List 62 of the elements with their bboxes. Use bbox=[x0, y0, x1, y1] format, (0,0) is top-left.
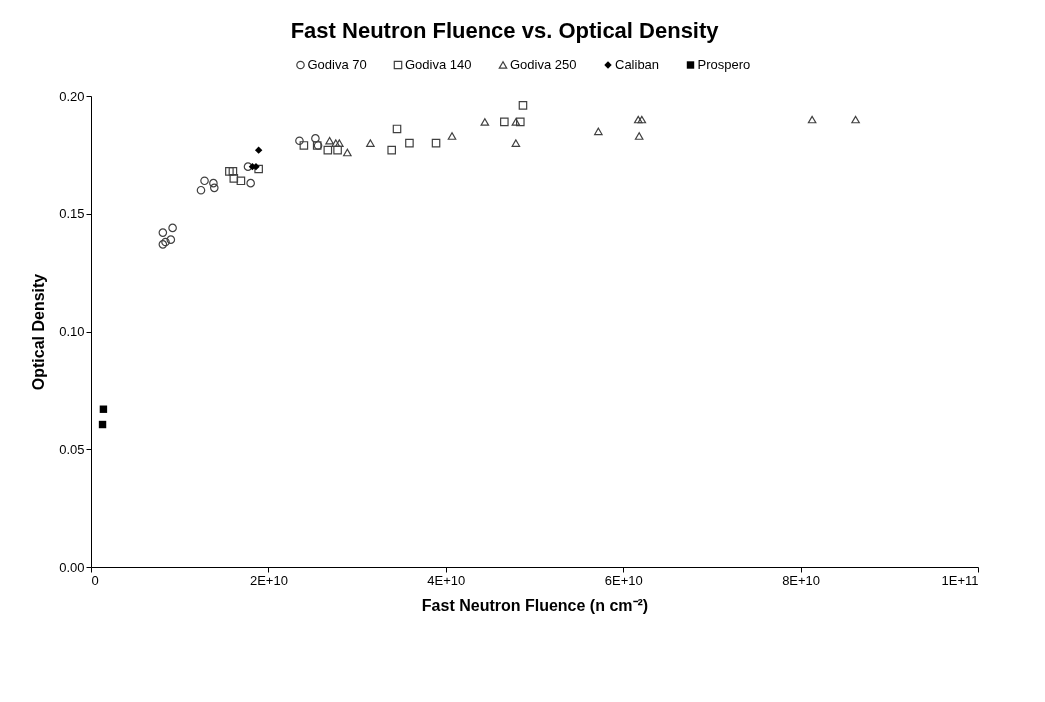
point bbox=[518, 101, 528, 110]
point bbox=[225, 167, 234, 176]
chart-title: Fast Neutron Fluence vs. Optical Density bbox=[290, 18, 720, 43]
point bbox=[161, 237, 170, 247]
x-tick-label: 6E+10 bbox=[604, 572, 643, 588]
legend-label: Godiva 140 bbox=[405, 57, 472, 72]
point bbox=[158, 228, 168, 237]
point bbox=[311, 134, 320, 143]
x-axis-title: Fast Neutron Fluence (n cm⁻²) bbox=[421, 596, 649, 614]
point bbox=[166, 235, 176, 244]
point bbox=[511, 139, 521, 147]
point bbox=[209, 183, 219, 193]
legend-label: Prospero bbox=[697, 57, 751, 72]
legend-label: Godiva 250 bbox=[510, 57, 577, 72]
point bbox=[633, 115, 643, 124]
point bbox=[323, 145, 333, 155]
point bbox=[196, 185, 206, 195]
y-tick-label: 0.00 bbox=[59, 559, 85, 575]
point bbox=[500, 117, 509, 127]
point bbox=[209, 178, 218, 188]
point bbox=[200, 176, 209, 186]
point bbox=[447, 132, 457, 140]
x-tick-label: 0 bbox=[91, 572, 99, 588]
point bbox=[511, 118, 521, 126]
point bbox=[243, 162, 253, 171]
point bbox=[333, 145, 342, 155]
point bbox=[158, 240, 168, 249]
point bbox=[343, 148, 352, 157]
point bbox=[335, 139, 344, 147]
legend-label: Caliban bbox=[615, 57, 660, 72]
point bbox=[295, 136, 304, 146]
point bbox=[516, 117, 525, 127]
point bbox=[299, 141, 309, 150]
y-tick-label: 0.20 bbox=[59, 88, 85, 104]
legend-label: Godiva 70 bbox=[307, 57, 367, 72]
point bbox=[387, 145, 396, 155]
point bbox=[594, 127, 603, 136]
point bbox=[851, 115, 860, 124]
point bbox=[807, 115, 817, 124]
point bbox=[405, 138, 414, 148]
y-tick-label: 0.05 bbox=[59, 441, 85, 457]
x-tick-label: 2E+10 bbox=[249, 572, 288, 588]
point bbox=[480, 118, 490, 126]
point bbox=[254, 146, 263, 154]
point bbox=[168, 223, 177, 233]
point bbox=[331, 139, 341, 147]
point bbox=[431, 138, 441, 148]
y-tick-label: 0.10 bbox=[59, 324, 85, 339]
point bbox=[637, 115, 647, 124]
point bbox=[366, 139, 375, 147]
point bbox=[236, 176, 246, 186]
y-tick-label: 0.15 bbox=[59, 206, 85, 222]
x-tick-label: 1E+11 bbox=[941, 572, 979, 588]
point bbox=[325, 136, 334, 145]
point bbox=[228, 167, 238, 176]
point bbox=[229, 174, 239, 183]
x-tick-label: 8E+10 bbox=[782, 572, 821, 588]
point bbox=[392, 124, 402, 134]
y-axis-title: Optical Density bbox=[30, 273, 48, 391]
x-tick-label: 4E+10 bbox=[427, 572, 466, 588]
point bbox=[246, 178, 255, 188]
point bbox=[634, 132, 644, 140]
